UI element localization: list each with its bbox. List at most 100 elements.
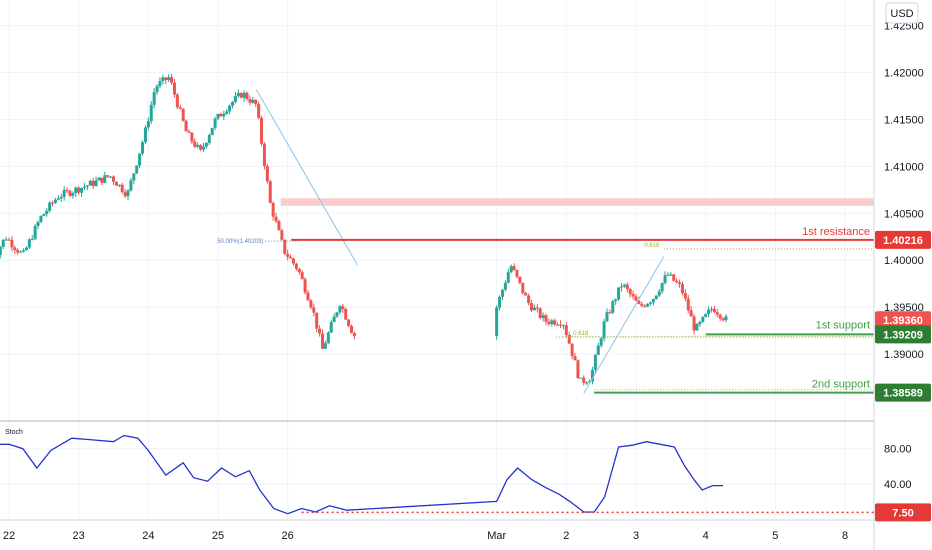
candle-body: [515, 270, 519, 277]
candle-body: [660, 282, 664, 292]
candle-body: [277, 221, 281, 231]
candle-body: [649, 302, 653, 304]
candle-body: [19, 251, 23, 253]
candle-body: [585, 382, 589, 384]
stoch-label: Stoch: [5, 429, 23, 436]
stoch-tick-label: 80.00: [884, 444, 912, 456]
fib-lower-label: 0.618: [573, 331, 589, 337]
candle-body: [509, 266, 513, 273]
candle-body: [126, 190, 130, 197]
candle-body: [117, 184, 121, 186]
candle-body: [129, 180, 133, 191]
candle-body: [695, 324, 699, 331]
candle-body: [0, 246, 2, 256]
candle-body: [559, 324, 563, 326]
candle-body: [248, 99, 252, 103]
time-tick-label: 3: [633, 530, 639, 542]
candle-body: [593, 354, 597, 370]
candle-body: [576, 360, 580, 378]
candle-body: [207, 135, 211, 143]
time-tick-label: 4: [703, 530, 709, 542]
time-tick-label: 25: [212, 530, 224, 542]
candle-body: [233, 96, 237, 102]
candle-body: [686, 298, 690, 311]
candle-body: [291, 258, 295, 264]
candle-body: [262, 143, 266, 167]
candle-body: [500, 289, 504, 297]
candle-body: [701, 316, 705, 322]
currency-badge[interactable]: USD: [885, 2, 919, 24]
candle-body: [158, 81, 162, 87]
candle-body: [16, 249, 20, 253]
candle-body: [614, 299, 618, 302]
candle-body: [225, 111, 229, 114]
current-price-badge-bg: [875, 311, 931, 330]
candle-body: [724, 316, 728, 321]
price-tick-label: 1.41500: [884, 114, 924, 126]
candle-body: [294, 263, 298, 269]
candle-body: [280, 230, 284, 240]
candle-body: [213, 118, 217, 128]
candle-body: [59, 197, 63, 199]
candle-body: [85, 185, 89, 187]
candle-body: [608, 312, 612, 314]
candle-body: [123, 192, 127, 197]
candle-body: [268, 181, 272, 203]
candle-body: [178, 107, 182, 109]
candle-body: [114, 181, 118, 186]
candle-body: [161, 77, 165, 82]
candle-body: [193, 141, 197, 147]
candle-body: [257, 104, 261, 118]
candle-body: [13, 247, 17, 250]
candle-body: [678, 282, 682, 285]
candle-body: [10, 239, 14, 248]
candle-body: [7, 239, 11, 241]
candle-body: [74, 187, 78, 194]
candle-body: [155, 86, 159, 93]
candle-body: [53, 199, 57, 203]
current-price-badge: 1.39360: [883, 315, 923, 327]
candle-body: [718, 314, 722, 319]
candle-body: [637, 300, 641, 304]
candle-body: [564, 325, 568, 336]
candle-body: [530, 303, 533, 311]
candle-body: [538, 308, 542, 318]
time-tick-label: Mar: [487, 530, 506, 542]
candle-body: [100, 177, 104, 183]
candle-body: [561, 325, 565, 327]
candle-body: [631, 294, 635, 297]
candle-body: [527, 295, 531, 304]
candle-body: [326, 332, 330, 344]
candle-body: [106, 175, 110, 177]
candle-body: [692, 316, 696, 331]
candle-body: [323, 343, 327, 349]
candle-body: [707, 309, 711, 314]
candle-body: [329, 322, 333, 333]
candle-body: [547, 321, 551, 324]
stoch-line: [0, 434, 724, 515]
candle-body: [91, 180, 95, 186]
candle-body: [222, 113, 226, 117]
candle-body: [204, 142, 208, 147]
candles-layer: [0, 73, 728, 386]
candle-body: [553, 320, 557, 325]
candle-body: [588, 381, 592, 383]
candle-body: [196, 144, 200, 147]
candle-body: [175, 94, 179, 108]
fib-mid-label: 50.00%(1.40203): [217, 239, 263, 245]
candle-body: [36, 222, 40, 226]
candle-body: [132, 173, 136, 181]
candle-body: [22, 250, 26, 252]
candle-body: [318, 328, 322, 334]
candle-body: [634, 296, 638, 301]
candle-body: [45, 210, 49, 215]
candle-body: [260, 117, 264, 144]
candle-body: [199, 144, 203, 150]
candle-body: [712, 308, 716, 313]
candle-body: [599, 338, 603, 346]
candle-body: [715, 312, 719, 315]
candle-body: [666, 274, 670, 276]
support2-label: 2nd support: [812, 379, 870, 391]
stoch-level-badge-bg: [875, 503, 931, 522]
